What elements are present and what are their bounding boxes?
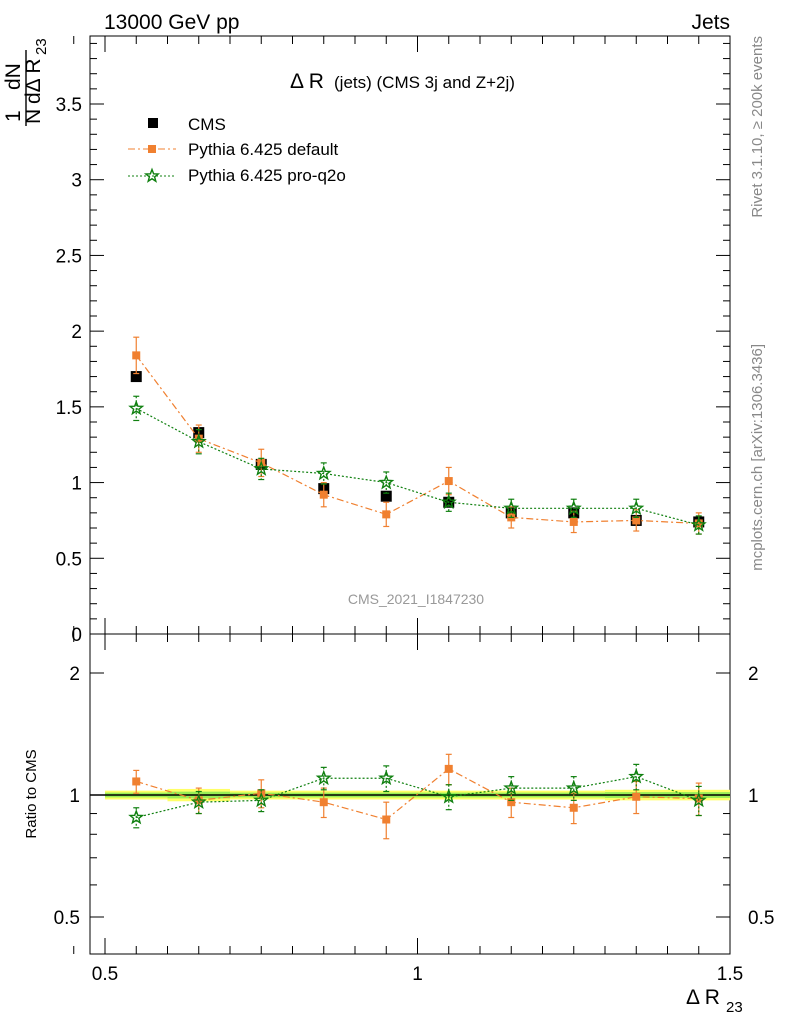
main-y-tick-label: 0 [71, 625, 82, 646]
ylabel-num-bottom: N [22, 109, 45, 124]
ratio-default-line [136, 768, 699, 821]
ratio-proq2o-point [128, 808, 145, 825]
ratio-series-layer [128, 753, 707, 840]
ratio-y-tick-label-right: 0.5 [748, 908, 774, 929]
ratio-default-point [319, 798, 328, 807]
ylabel-num-top: 1 [2, 110, 25, 122]
ratio-proq2o-point [440, 788, 457, 804]
proq2o-point [440, 493, 457, 510]
legend-entry-proq2o: Pythia 6.425 pro-q2o [128, 166, 346, 185]
ratio-default-point [632, 792, 641, 801]
analysis-watermark: CMS_2021_I1847230 [348, 591, 484, 607]
ratio-proq2o-line [136, 776, 699, 819]
legend-label-default: Pythia 6.425 default [188, 140, 339, 159]
mcplots-label: mcplots.cern.ch [arXiv:1306.3436] [749, 344, 766, 571]
ratio-default-point [444, 764, 453, 773]
legend-marker-default [148, 145, 156, 153]
default-point [319, 490, 328, 499]
cms-point [130, 371, 142, 383]
main-y-tick-label: 3 [71, 171, 82, 192]
xlabel-sub: 23 [726, 999, 743, 1016]
ylabel-frac-bottom: dΔ R [22, 58, 45, 104]
ratio-proq2o-point [253, 791, 270, 808]
ratio-y-tick-label-right: 2 [748, 664, 759, 685]
proq2o-point [503, 499, 520, 516]
header-right-label: Jets [691, 11, 730, 34]
main-y-tick-label: 2.5 [56, 246, 82, 267]
proq2o-point [690, 516, 707, 532]
default-point [569, 517, 578, 526]
ratio-default-point [132, 777, 141, 786]
proq2o-point [190, 433, 207, 449]
xlabel-main: Δ R [686, 986, 720, 1009]
proq2o-line [135, 407, 699, 526]
ratio-y-ticks: 0.5 0.5 1 1 2 2 [54, 664, 775, 929]
legend-label-cms: CMS [188, 115, 226, 134]
proq2o-point [128, 399, 145, 416]
cms-point [380, 490, 392, 502]
legend-entry-cms: CMS [148, 115, 226, 134]
ratio-proq2o-point [190, 793, 207, 810]
ratio-proq2o-point [503, 779, 520, 795]
main-series-layer [128, 336, 707, 535]
ratio-proq2o-point [628, 768, 645, 784]
legend-star-shape [143, 167, 161, 183]
x-ticks: 0.5 1 1.5 [73, 36, 743, 985]
legend-marker-proq2o [143, 167, 161, 183]
ratio-proq2o-point [690, 791, 707, 808]
proq2o-point [378, 474, 395, 490]
main-panel-frame [89, 35, 731, 635]
x-tick-label: 0.5 [92, 964, 118, 985]
header-left-label: 13000 GeV pp [104, 11, 239, 34]
main-y-ticks: 0 0.5 1 1.5 2 2.5 3 3.5 [56, 42, 730, 646]
ratio-proq2o-point [565, 779, 582, 795]
proq2o-point [253, 460, 270, 476]
legend-marker-cms [148, 118, 158, 128]
ylabel-sub: 23 [33, 38, 50, 55]
ratio-y-tick-label-left: 1 [69, 786, 80, 807]
legend-entry-default: Pythia 6.425 default [128, 140, 339, 159]
main-y-tick-label: 2 [71, 322, 82, 343]
default-point [382, 510, 391, 519]
x-tick-label: 1 [412, 964, 423, 985]
main-title-sub: (jets) (CMS 3j and Z+2j) [334, 73, 515, 92]
default-point [132, 351, 141, 360]
main-title: Δ R (jets) (CMS 3j and Z+2j) [290, 70, 515, 93]
ratio-y-tick-label-left: 0.5 [54, 908, 80, 929]
ratio-y-tick-label-left: 2 [69, 664, 80, 685]
main-y-tick-label: 3.5 [56, 95, 82, 116]
main-y-tick-label: 1 [71, 474, 82, 495]
legend: CMS Pythia 6.425 default Pythia 6.425 pr… [128, 115, 346, 185]
main-title-main: Δ R [290, 70, 324, 93]
main-y-tick-label: 1.5 [56, 398, 82, 419]
default-point [694, 519, 703, 528]
ratio-default-point [382, 815, 391, 824]
ratio-default-point [507, 798, 516, 807]
default-point [444, 477, 453, 486]
x-tick-label: 1.5 [717, 964, 743, 985]
proq2o-point [628, 499, 645, 516]
rivet-label: Rivet 3.1.10, ≥ 200k events [749, 36, 766, 218]
proq2o-point [315, 464, 332, 481]
ratio-proq2o-point [315, 769, 332, 786]
proq2o-point [565, 499, 582, 516]
main-y-axis-label: 1 N dN dΔ R 23 [2, 38, 50, 126]
ratio-y-tick-label-right: 1 [748, 786, 759, 807]
main-y-tick-label: 0.5 [56, 549, 82, 570]
default-line [135, 355, 699, 525]
legend-label-proq2o: Pythia 6.425 pro-q2o [188, 166, 346, 185]
x-axis-label: Δ R 23 [686, 986, 743, 1016]
ratio-default-point [569, 803, 578, 812]
ratio-y-axis-label: Ratio to CMS [23, 749, 40, 838]
ylabel-frac-top: dN [2, 63, 25, 90]
ratio-proq2o-point [378, 769, 395, 786]
default-point [632, 516, 641, 525]
